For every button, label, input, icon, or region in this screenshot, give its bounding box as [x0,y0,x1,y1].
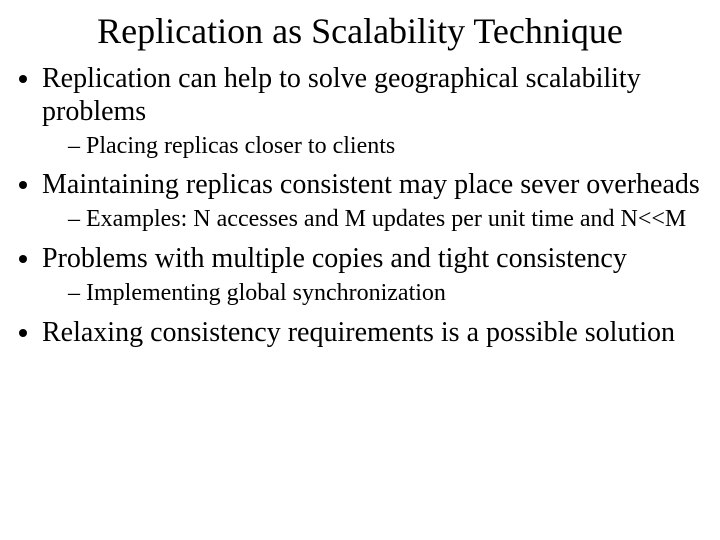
bullet-text: Relaxing consistency requirements is a p… [42,317,675,348]
sub-bullet-list: Examples: N accesses and M updates per u… [42,205,708,234]
sub-bullet-item: Placing replicas closer to clients [68,132,708,161]
bullet-text: Replication can help to solve geographic… [42,63,641,127]
bullet-item: Relaxing consistency requirements is a p… [42,316,708,349]
sub-bullet-list: Implementing global synchronization [42,279,708,308]
bullet-text: Maintaining replicas consistent may plac… [42,169,700,200]
sub-bullet-item: Implementing global synchronization [68,279,708,308]
sub-bullet-item: Examples: N accesses and M updates per u… [68,205,708,234]
sub-bullet-text: Examples: N accesses and M updates per u… [86,206,686,232]
slide-title: Replication as Scalability Technique [12,12,708,52]
sub-bullet-text: Placing replicas closer to clients [86,133,395,159]
sub-bullet-text: Implementing global synchronization [86,280,446,306]
bullet-item: Replication can help to solve geographic… [42,62,708,161]
bullet-text: Problems with multiple copies and tight … [42,243,627,274]
sub-bullet-list: Placing replicas closer to clients [42,132,708,161]
slide: Replication as Scalability Technique Rep… [0,0,720,540]
bullet-item: Maintaining replicas consistent may plac… [42,168,708,234]
bullet-list: Replication can help to solve geographic… [12,62,708,350]
bullet-item: Problems with multiple copies and tight … [42,242,708,308]
